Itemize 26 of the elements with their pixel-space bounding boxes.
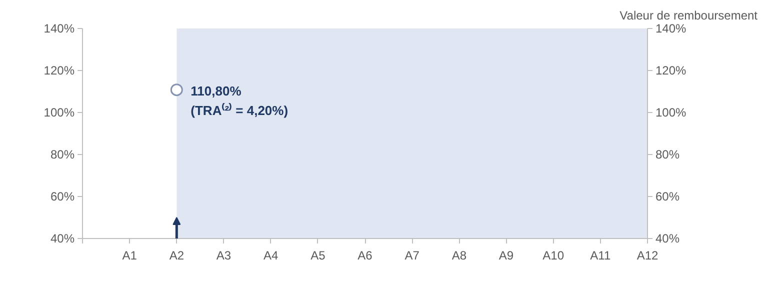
x-tick-label: A11 xyxy=(590,248,611,262)
y2-axis-title: Valeur de remboursement xyxy=(620,8,758,22)
x-tick-label: A10 xyxy=(542,248,564,262)
x-tick-label: A1 xyxy=(122,248,138,262)
x-tick-label: A8 xyxy=(452,248,467,262)
y2-tick-label: 80% xyxy=(656,148,680,162)
x-tick-label: A7 xyxy=(404,248,420,262)
x-tick-label: A9 xyxy=(498,248,514,262)
y2-tick-label: 60% xyxy=(656,190,680,204)
y2-tick-label: 140% xyxy=(656,22,687,36)
y-tick-label: 100% xyxy=(44,106,75,120)
x-tick-label: A12 xyxy=(636,248,658,262)
x-tick-label: A6 xyxy=(358,248,373,262)
x-tick-label: A4 xyxy=(263,248,278,262)
x-tick-label: A3 xyxy=(216,248,232,262)
x-tick-label: A2 xyxy=(169,248,184,262)
x-tick-label: A5 xyxy=(310,248,326,262)
y2-tick-label: 120% xyxy=(656,64,687,78)
y-tick-label: 120% xyxy=(44,64,75,78)
y-tick-label: 60% xyxy=(50,190,75,204)
annotation: 110,80% (TRA⁽²⁾ = 4,20%) xyxy=(190,83,288,118)
y2-tick-label: 100% xyxy=(656,106,687,120)
y-tick-label: 40% xyxy=(50,232,75,246)
y2-tick-label: 40% xyxy=(656,232,680,246)
y-tick-label: 140% xyxy=(44,22,75,36)
y-tick-label: 80% xyxy=(50,148,75,162)
